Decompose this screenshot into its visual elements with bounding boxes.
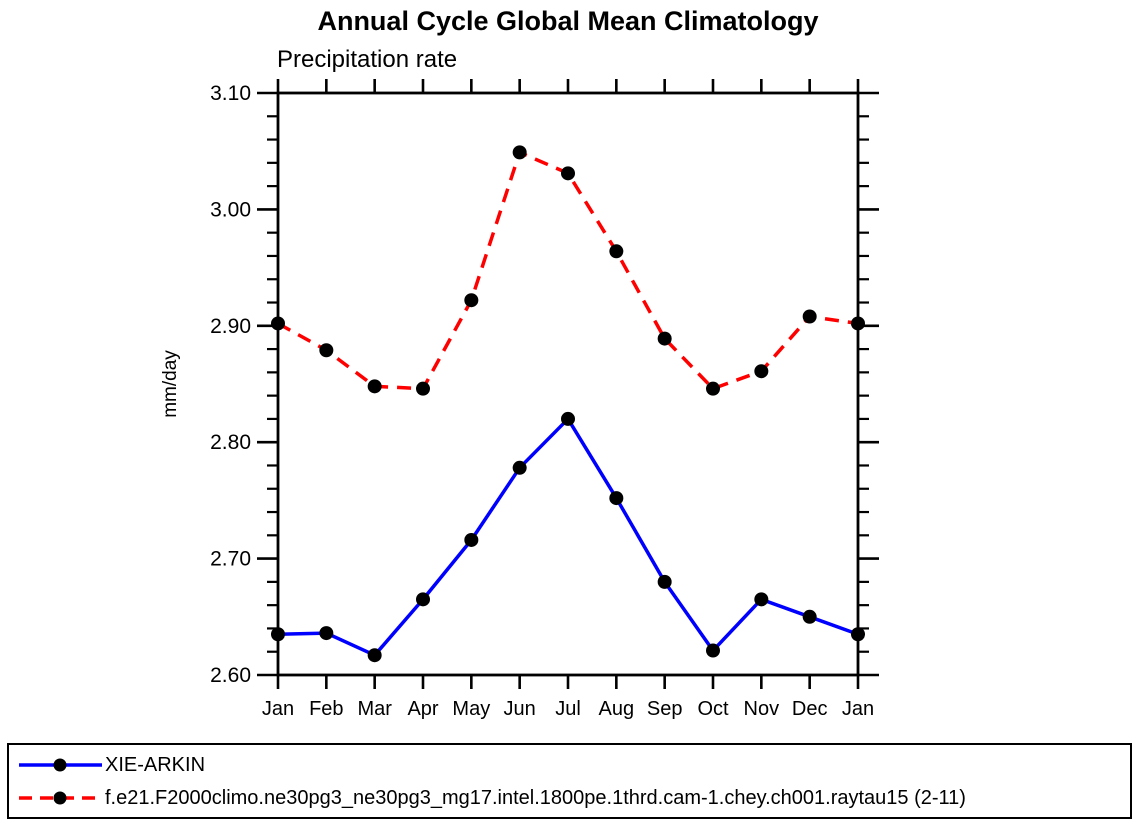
- y-axis-tick-label: 3.10: [210, 82, 251, 105]
- data-point-marker: [416, 592, 430, 607]
- data-point-marker: [271, 316, 285, 331]
- data-point-marker: [657, 331, 672, 346]
- data-point-marker: [561, 411, 575, 426]
- x-axis-tick-label: Jan: [842, 698, 874, 720]
- x-axis-tick-label: Mar: [357, 698, 392, 720]
- data-point-marker: [367, 379, 382, 394]
- x-axis-tick-label: May: [452, 698, 490, 720]
- chart-title: Annual Cycle Global Mean Climatology: [317, 6, 819, 36]
- data-point-marker: [416, 381, 430, 396]
- data-point-marker: [754, 364, 769, 379]
- x-axis-tick-label: Sep: [647, 698, 683, 720]
- data-point-marker: [464, 532, 479, 547]
- x-axis-tick-label: Feb: [309, 698, 343, 720]
- data-point-marker: [271, 627, 285, 642]
- legend-label-observation: XIE-ARKIN: [105, 753, 206, 776]
- data-point-marker: [464, 293, 479, 308]
- plot-area: 2.60 2.70 2.80 2.90 3.00 3.10 Jan Feb Mar Apr May J…: [160, 79, 879, 720]
- y-axis-tick-label: 2.70: [210, 548, 251, 571]
- legend-marker-solid-line-dot: [19, 758, 102, 771]
- data-point-marker: [367, 648, 382, 663]
- data-point-marker: [512, 145, 527, 160]
- x-axis-tick-label: Apr: [407, 698, 438, 720]
- data-point-marker: [851, 316, 865, 331]
- x-axis-tick-label: Jan: [262, 698, 294, 720]
- data-point-marker: [706, 381, 720, 396]
- data-point-marker: [802, 309, 817, 324]
- data-point-marker: [561, 166, 575, 181]
- data-point-marker: [319, 343, 334, 358]
- series-line-0: [277, 417, 859, 657]
- y-axis-tick-label: 2.80: [210, 431, 251, 454]
- data-point-marker: [512, 460, 527, 475]
- y-axis-title: mm/day: [160, 350, 181, 418]
- plot-frame: [276, 91, 860, 677]
- data-point-marker: [754, 592, 769, 607]
- x-axis-tick-label: Oct: [697, 698, 729, 720]
- x-axis-tick-label: Nov: [744, 698, 780, 720]
- legend-label-model-case: f.e21.F2000climo.ne30pg3_ne30pg3_mg17.in…: [105, 786, 966, 809]
- x-axis-tick-label: Jun: [504, 698, 536, 720]
- x-axis-tick-label: Dec: [792, 698, 828, 720]
- x-axis-tick-label: Aug: [599, 698, 635, 720]
- y-axis-tick-label: 2.90: [210, 315, 251, 338]
- data-point-marker: [609, 491, 624, 506]
- legend-item-xie-arkin: XIE-ARKIN: [9, 748, 1130, 781]
- data-point-marker: [609, 244, 624, 259]
- legend-marker-dashed-line-dot: [19, 791, 102, 804]
- legend-item-model-run: f.e21.F2000climo.ne30pg3_ne30pg3_mg17.in…: [9, 781, 1130, 814]
- data-point-marker: [657, 574, 672, 589]
- data-point-marker: [851, 627, 865, 642]
- data-point-marker: [706, 643, 720, 658]
- y-axis-tick-label: 2.60: [210, 664, 251, 687]
- legend-box: XIE-ARKIN f.e21.F2000climo.ne30pg3_ne30p…: [7, 743, 1132, 819]
- data-point-marker: [319, 626, 334, 641]
- y-axis-tick-label: 3.00: [210, 198, 251, 221]
- x-axis-tick-label: Jul: [555, 698, 581, 720]
- data-point-marker: [802, 609, 817, 624]
- chart-subtitle: Precipitation rate: [277, 46, 458, 73]
- series-line-1: [277, 150, 859, 391]
